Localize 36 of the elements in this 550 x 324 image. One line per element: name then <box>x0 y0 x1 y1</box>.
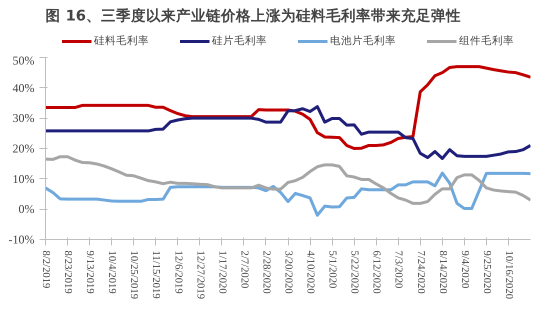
chart-title: 图 16、三季度以来产业链价格上涨为硅料毛利率带来充足弹性 <box>46 6 461 24</box>
x-tick-label: 10/25/2019 <box>128 250 140 300</box>
y-tick-label: 40% <box>12 80 35 95</box>
x-tick-label: 12/27/2019 <box>194 250 206 300</box>
y-tick-label: 0% <box>18 202 35 216</box>
x-tick-label: 2/7/2020 <box>238 250 250 288</box>
line-series <box>46 155 530 205</box>
x-tick-label: 1/17/2020 <box>216 250 228 294</box>
x-tick-label: 9/25/2020 <box>480 250 492 294</box>
legend-label: 硅片毛利率 <box>212 34 267 48</box>
x-tick-label: 9/4/2020 <box>458 250 470 288</box>
x-tick-label: 11/15/2019 <box>150 250 162 299</box>
y-tick-label: 10% <box>12 172 35 186</box>
x-tick-label: 5/22/2020 <box>348 250 360 294</box>
y-tick-label: 50% <box>12 54 35 68</box>
x-tick-label: 10/16/2020 <box>502 250 514 300</box>
x-tick-label: 3/20/2020 <box>282 250 294 294</box>
legend-label: 电池片毛利率 <box>330 34 396 48</box>
y-tick-label: 20% <box>12 142 35 156</box>
legend-label: 硅料毛利率 <box>94 34 149 48</box>
x-tick-label: 8/14/2020 <box>436 250 448 294</box>
x-tick-label: 6/12/2020 <box>370 250 382 294</box>
x-tick-label: 8/23/2019 <box>62 250 74 294</box>
x-tick-label: 4/10/2020 <box>304 250 316 294</box>
x-tick-label: 8/2/2019 <box>40 250 51 288</box>
y-tick-label: 30% <box>12 111 35 126</box>
x-tick-label: 10/4/2019 <box>106 250 118 294</box>
line-series <box>46 105 530 160</box>
x-tick-label: 5/1/2020 <box>326 250 338 288</box>
y-tick-label: -10% <box>8 232 35 246</box>
x-tick-label: 7/3/2020 <box>392 250 404 288</box>
x-tick-label: 2/28/2020 <box>260 250 272 294</box>
x-tick-label: 7/24/2020 <box>414 250 426 294</box>
x-tick-label: 9/13/2019 <box>84 250 96 294</box>
x-tick-label: 12/6/2019 <box>172 250 184 294</box>
legend-label: 组件毛利率 <box>459 34 514 48</box>
